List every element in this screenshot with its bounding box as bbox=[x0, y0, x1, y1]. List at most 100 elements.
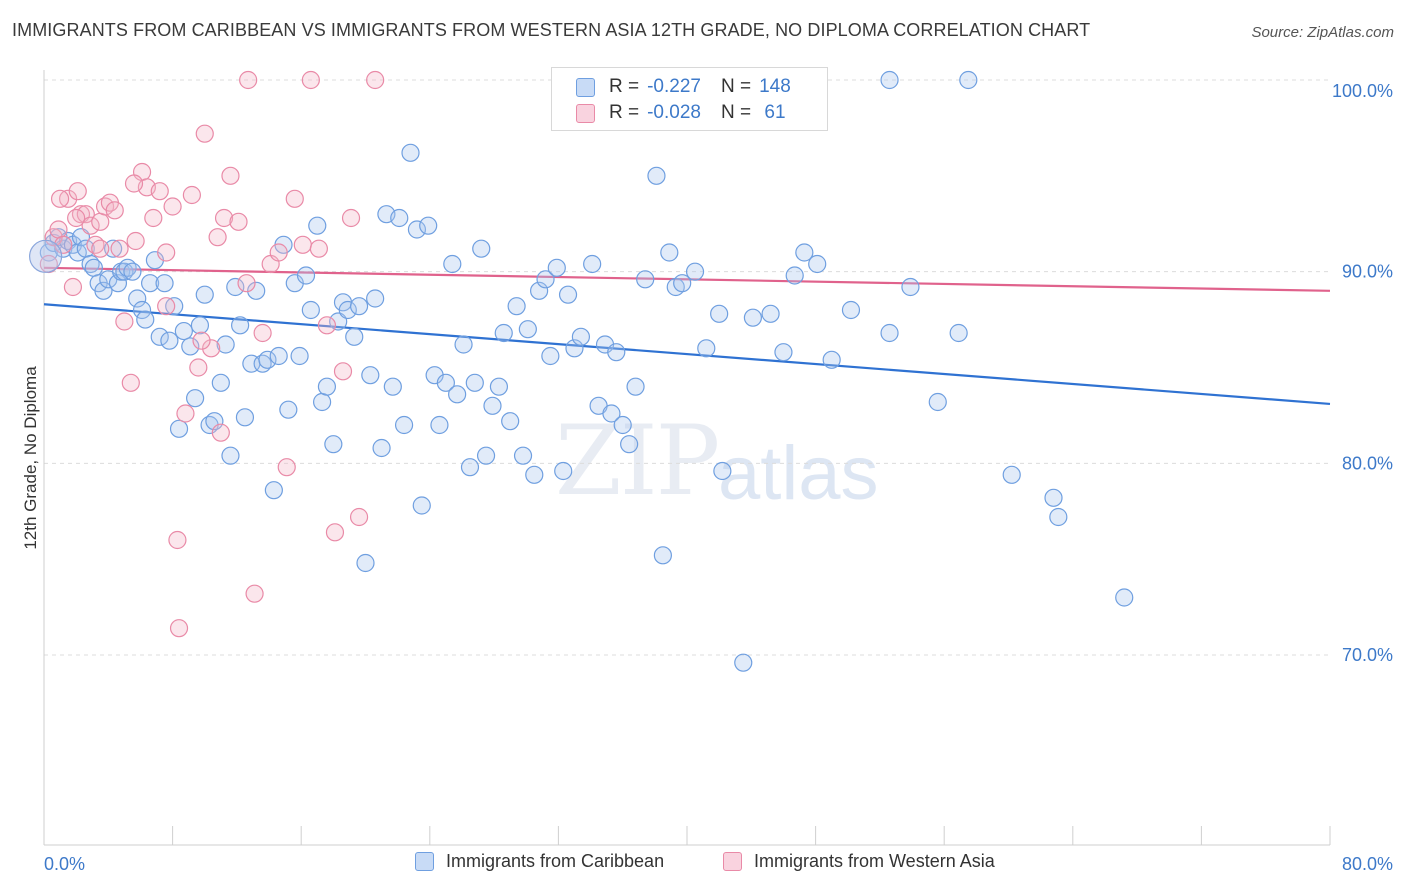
legend-item-western-asia[interactable]: Immigrants from Western Asia bbox=[723, 851, 995, 872]
y-tick-label: 100.0% bbox=[1332, 81, 1393, 101]
point-western-asia bbox=[277, 458, 296, 477]
point-caribbean bbox=[290, 346, 309, 366]
point-caribbean bbox=[536, 270, 555, 289]
point-caribbean bbox=[620, 435, 639, 454]
point-caribbean bbox=[235, 408, 255, 427]
point-caribbean bbox=[361, 366, 380, 385]
point-caribbean bbox=[901, 277, 920, 297]
point-caribbean bbox=[734, 653, 753, 672]
x-tick-label-min: 0.0% bbox=[44, 854, 85, 874]
y-tick-label: 90.0% bbox=[1342, 262, 1393, 282]
point-caribbean bbox=[312, 392, 332, 412]
point-caribbean bbox=[264, 481, 283, 500]
point-caribbean bbox=[541, 346, 560, 366]
point-caribbean bbox=[1002, 465, 1021, 484]
chart-title: IMMIGRANTS FROM CARIBBEAN VS IMMIGRANTS … bbox=[12, 20, 1091, 40]
point-caribbean bbox=[123, 262, 142, 281]
point-caribbean bbox=[530, 281, 549, 300]
gridlines bbox=[44, 79, 1330, 656]
point-western-asia bbox=[68, 182, 87, 201]
point-caribbean bbox=[94, 281, 113, 300]
point-caribbean bbox=[583, 254, 602, 274]
point-western-asia bbox=[341, 208, 361, 228]
point-caribbean bbox=[390, 208, 409, 228]
legend-label-caribbean: Immigrants from Caribbean bbox=[446, 851, 665, 871]
point-caribbean bbox=[489, 377, 509, 396]
point-caribbean bbox=[84, 258, 103, 277]
point-caribbean bbox=[507, 297, 526, 316]
point-caribbean bbox=[160, 331, 179, 350]
point-caribbean bbox=[401, 143, 420, 162]
point-western-asia bbox=[214, 208, 234, 228]
point-caribbean bbox=[518, 320, 537, 339]
point-caribbean bbox=[104, 239, 123, 258]
point-western-asia bbox=[195, 124, 214, 143]
point-western-asia bbox=[157, 243, 176, 262]
point-caribbean bbox=[205, 412, 224, 431]
point-caribbean bbox=[472, 239, 491, 258]
point-caribbean bbox=[547, 258, 566, 277]
point-western-asia bbox=[317, 316, 337, 335]
point-cluster bbox=[29, 239, 63, 273]
point-western-asia bbox=[176, 404, 195, 423]
point-caribbean bbox=[808, 254, 827, 274]
point-western-asia bbox=[81, 216, 100, 235]
point-caribbean bbox=[795, 243, 814, 262]
point-western-asia bbox=[221, 166, 240, 185]
point-western-asia bbox=[124, 174, 144, 193]
point-caribbean bbox=[761, 304, 780, 323]
point-western-asia bbox=[169, 619, 189, 638]
point-caribbean bbox=[525, 465, 544, 484]
point-caribbean bbox=[653, 546, 672, 565]
point-caribbean bbox=[513, 446, 533, 465]
point-western-asia bbox=[253, 323, 272, 343]
watermark-atlas: atlas bbox=[718, 431, 879, 516]
point-caribbean bbox=[338, 300, 357, 320]
point-caribbean bbox=[1044, 488, 1063, 507]
y-tick-label: 70.0% bbox=[1342, 645, 1393, 665]
legend-item-caribbean[interactable]: Immigrants from Caribbean bbox=[415, 851, 664, 872]
point-caribbean bbox=[211, 373, 230, 392]
point-western-asia bbox=[239, 70, 258, 90]
point-caribbean bbox=[345, 327, 364, 346]
trend-lines bbox=[43, 266, 1331, 406]
point-caribbean bbox=[602, 404, 621, 423]
point-caribbean bbox=[554, 461, 573, 481]
point-caribbean bbox=[494, 323, 513, 343]
point-caribbean bbox=[785, 266, 804, 285]
point-caribbean bbox=[226, 277, 245, 297]
point-caribbean bbox=[880, 70, 899, 90]
point-caribbean bbox=[959, 70, 978, 90]
point-caribbean bbox=[231, 316, 250, 335]
point-caribbean bbox=[1115, 588, 1134, 607]
point-caribbean bbox=[140, 274, 160, 293]
point-caribbean bbox=[1049, 507, 1068, 527]
point-caribbean bbox=[483, 396, 502, 415]
n-value-western-asia: 61 bbox=[759, 102, 786, 123]
point-caribbean bbox=[697, 339, 716, 358]
trend-line-caribbean bbox=[43, 303, 1331, 406]
n-label: N = bbox=[720, 76, 752, 97]
point-caribbean bbox=[279, 400, 298, 419]
correlation-legend: R = -0.227 N = 148 R = -0.028 N = 61 bbox=[551, 67, 828, 131]
point-caribbean bbox=[465, 373, 484, 392]
axis-labels: 70.0% 80.0% 90.0% 100.0% 0.0% 80.0% 12th Grade… bbox=[21, 81, 1393, 874]
point-caribbean bbox=[713, 461, 732, 481]
point-caribbean bbox=[571, 327, 591, 346]
y-axis-title: 12th Grade, No Diploma bbox=[21, 366, 40, 550]
point-caribbean bbox=[356, 553, 375, 573]
point-western-asia bbox=[126, 231, 145, 251]
point-caribbean bbox=[169, 419, 189, 438]
point-caribbean bbox=[136, 310, 155, 329]
point-western-asia bbox=[237, 274, 256, 293]
legend-row-caribbean: R = -0.227 N = 148 bbox=[576, 74, 791, 100]
legend-swatch-western-asia bbox=[576, 103, 595, 123]
point-western-asia bbox=[269, 243, 288, 262]
point-caribbean bbox=[949, 323, 968, 343]
point-western-asia bbox=[150, 182, 169, 201]
point-caribbean bbox=[195, 285, 214, 304]
point-caribbean bbox=[436, 373, 455, 392]
point-caribbean bbox=[647, 166, 666, 185]
point-caribbean bbox=[407, 220, 427, 239]
